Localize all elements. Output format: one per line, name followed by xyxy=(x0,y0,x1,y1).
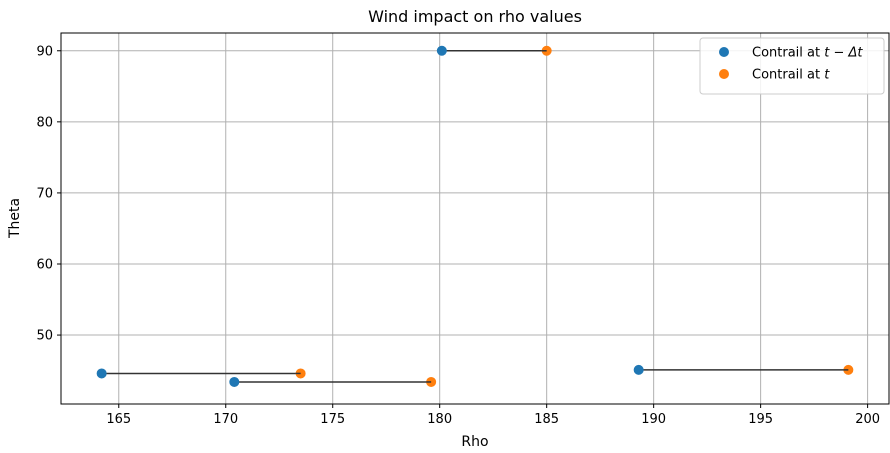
x-tick-label: 165 xyxy=(106,412,131,427)
legend-marker xyxy=(719,69,729,79)
data-points xyxy=(96,45,854,387)
y-tick-label: 60 xyxy=(36,257,53,272)
legend-label: Contrail at t xyxy=(752,68,830,83)
chart-title: Wind impact on rho values xyxy=(368,7,582,26)
plot-frame xyxy=(60,32,890,405)
legend-label: Contrail at t − Δt xyxy=(752,46,863,61)
x-tick-label: 175 xyxy=(320,412,345,427)
connection-lines xyxy=(101,50,849,383)
x-tick-label: 170 xyxy=(213,412,238,427)
x-tick-label: 190 xyxy=(641,412,666,427)
x-axis-label: Rho xyxy=(461,434,488,450)
point-before xyxy=(229,376,240,387)
y-tick-label: 50 xyxy=(36,329,53,344)
x-tick-label: 185 xyxy=(534,412,559,427)
y-tick-label: 90 xyxy=(36,44,53,59)
legend-box xyxy=(699,37,885,95)
legend-marker xyxy=(719,47,729,57)
legend: Contrail at t − Δt Contrail at t xyxy=(699,37,885,95)
y-axis-label: Theta xyxy=(7,198,23,239)
y-tick-label: 80 xyxy=(36,115,53,130)
point-before xyxy=(436,45,447,56)
point-before xyxy=(96,368,107,379)
x-tick-label: 200 xyxy=(855,412,880,427)
point-before xyxy=(633,364,644,375)
x-tick-label: 180 xyxy=(427,412,452,427)
x-tick-label: 195 xyxy=(748,412,773,427)
y-tick-label: 70 xyxy=(36,186,53,201)
y-axis-ticks: 50 60 70 80 90 xyxy=(36,44,61,344)
x-axis-ticks: 165 170 175 180 185 190 195 200 xyxy=(106,404,880,427)
